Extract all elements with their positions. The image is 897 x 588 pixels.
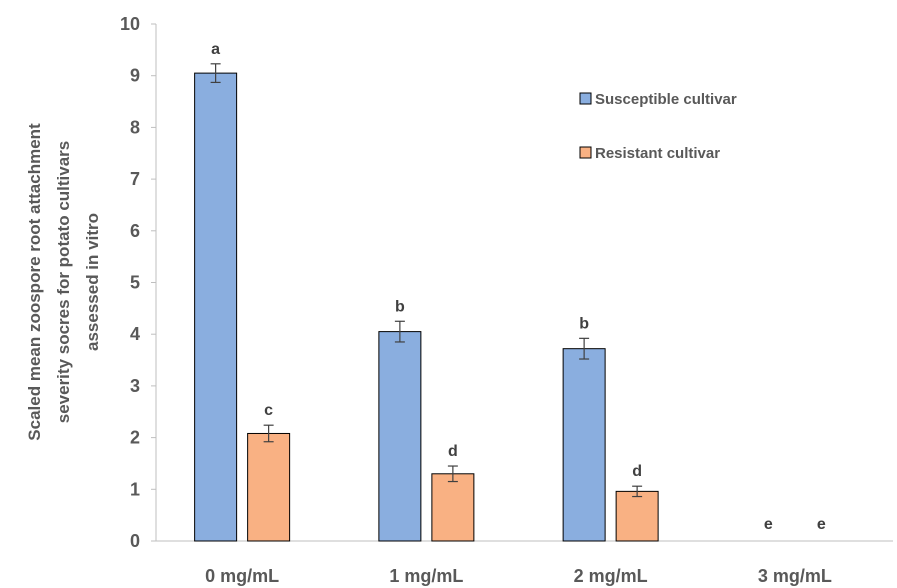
y-tick-label: 6: [130, 221, 140, 241]
significance-letter: b: [579, 315, 589, 332]
legend: Susceptible cultivar Resistant cultivar: [579, 91, 737, 162]
x-tick-label: 2 mg/mL: [574, 566, 648, 586]
y-tick-label: 4: [130, 324, 140, 344]
y-tick-label: 1: [130, 479, 140, 499]
legend-label: Resistant cultivar: [595, 145, 720, 162]
y-tick-label: 5: [130, 273, 140, 293]
y-tick-label: 8: [130, 117, 140, 137]
x-tick-label: 1 mg/mL: [389, 566, 463, 586]
significance-letter: a: [211, 41, 220, 58]
bar-resistant: [615, 490, 659, 542]
significance-letter: c: [264, 402, 273, 419]
y-axis-label-line: assessed in vitro: [83, 213, 102, 351]
significance-letter: d: [448, 443, 458, 460]
y-tick-label: 0: [130, 531, 140, 551]
bar-susceptible: [562, 348, 606, 542]
bar-susceptible: [378, 331, 422, 542]
x-tick-label: 3 mg/mL: [758, 566, 832, 586]
legend-swatch: [579, 146, 592, 159]
significance-letter: d: [632, 463, 642, 480]
y-axis-label-line: severity socres for potato cultivars: [54, 141, 73, 424]
bars: a c b d b d e e: [194, 41, 826, 542]
significance-letter: e: [817, 516, 826, 533]
x-axis-category-labels: 0 mg/mL 1 mg/mL 2 mg/mL 3 mg/mL: [205, 566, 832, 586]
y-axis-ticks: 0 1 2 3 4 5 6 7 8 9 10: [120, 14, 156, 551]
bar-susceptible: [194, 72, 238, 542]
y-tick-label: 9: [130, 66, 140, 86]
y-axis-label: Scaled mean zoospore root attachment seve…: [25, 123, 102, 441]
y-tick-label: 10: [120, 14, 140, 34]
legend-swatch: [579, 92, 592, 105]
significance-letter: e: [764, 516, 773, 533]
y-tick-label: 2: [130, 428, 140, 448]
legend-label: Susceptible cultivar: [595, 91, 737, 108]
bar-resistant: [247, 432, 291, 542]
bar-resistant: [431, 473, 475, 542]
y-tick-label: 3: [130, 376, 140, 396]
x-tick-label: 0 mg/mL: [205, 566, 279, 586]
significance-letter: b: [395, 298, 405, 315]
y-axis-label-line: Scaled mean zoospore root attachment: [25, 123, 44, 441]
y-tick-label: 7: [130, 169, 140, 189]
